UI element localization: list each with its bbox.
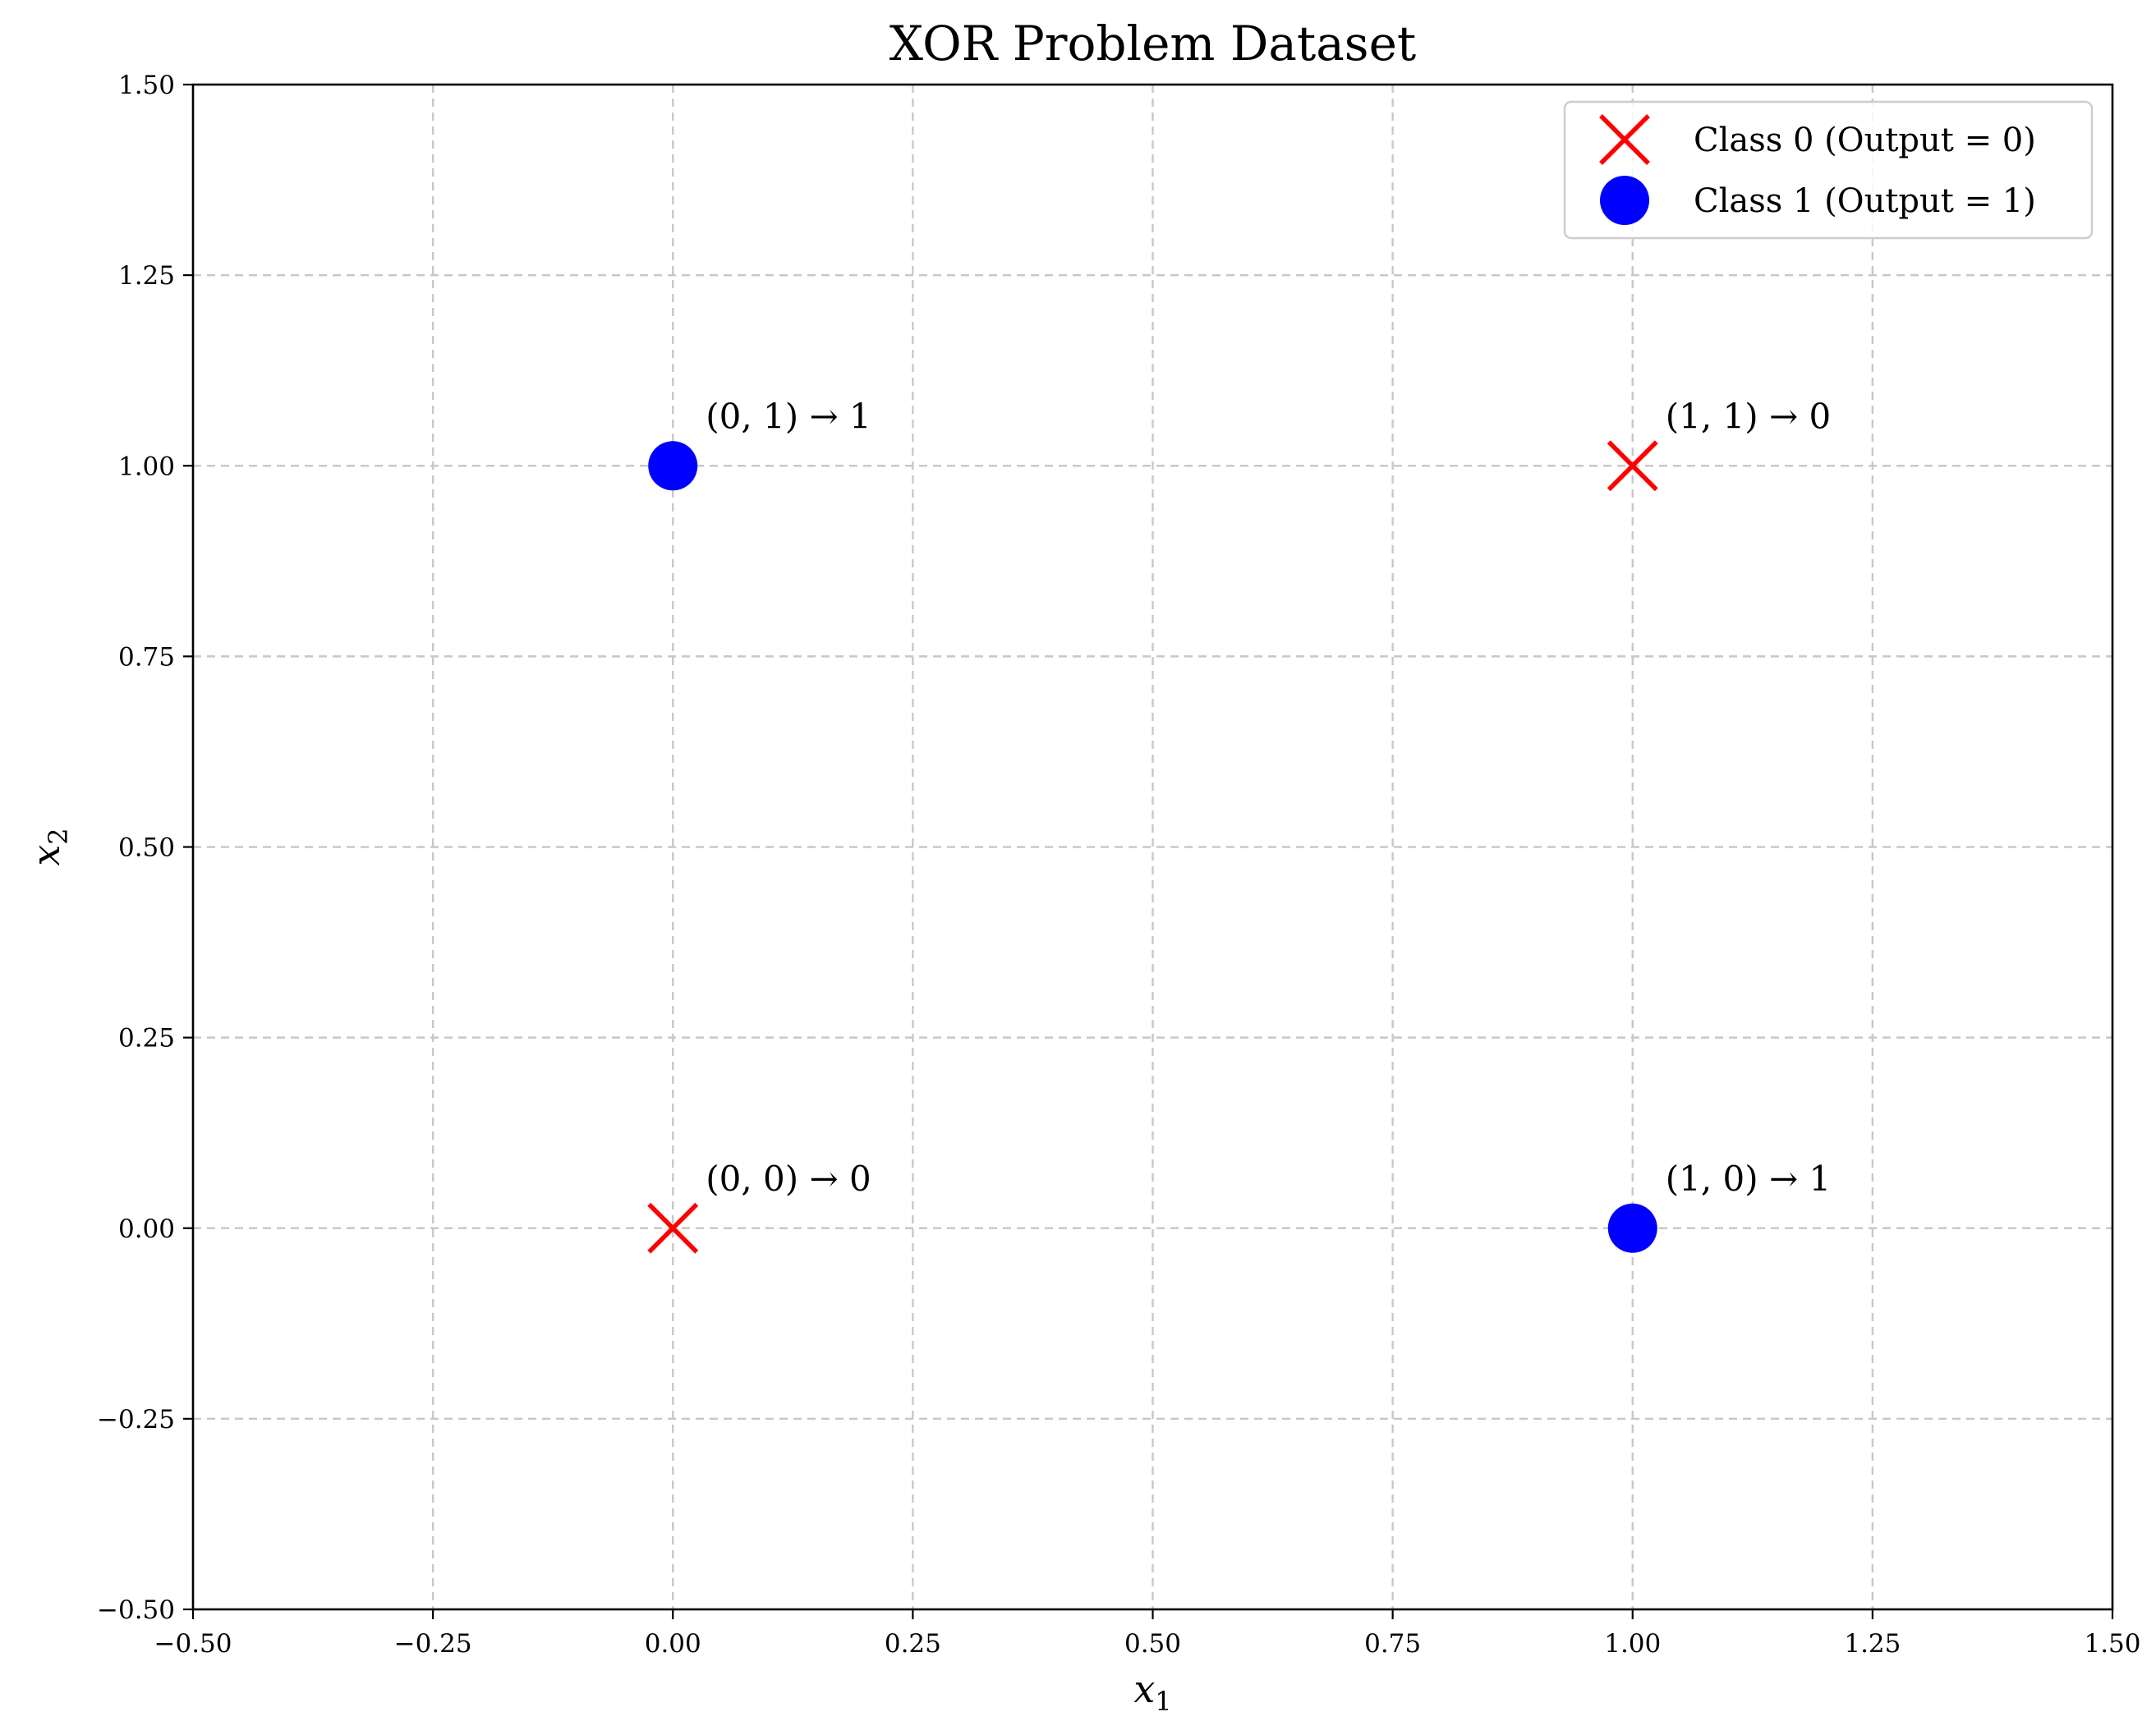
chart-title: XOR Problem Dataset — [890, 16, 1416, 71]
x-tick-label: 1.50 — [2084, 1629, 2140, 1659]
y-axis-label-sub: 2 — [43, 828, 74, 844]
y-tick-label: 0.50 — [118, 833, 175, 863]
y-tick-label: 0.75 — [118, 642, 175, 672]
x-axis-label: x1 — [1133, 1667, 1171, 1717]
x-tick-label: 1.25 — [1844, 1629, 1901, 1659]
point-annotations: (0, 0) → 0 (0, 1) → 1 (1, 0) → 1 (1, 1) → 0 — [706, 396, 1831, 1199]
x-axis-ticks: −0.50 −0.25 0.00 0.25 0.50 0.75 1.00 1.25 1.50 — [154, 1609, 2141, 1659]
x-axis-label-sub: 1 — [1155, 1686, 1171, 1717]
x-tick-label: 0.00 — [645, 1629, 701, 1659]
class-1-point — [648, 441, 698, 491]
class-1-point — [1607, 1203, 1657, 1253]
y-tick-label: 0.25 — [118, 1024, 175, 1053]
legend-entry-label: Class 0 (Output = 0) — [1694, 122, 2036, 159]
class-0-point — [1607, 440, 1658, 492]
y-tick-label: 1.25 — [118, 261, 175, 291]
x-tick-label: 0.50 — [1124, 1629, 1181, 1659]
legend-entry-label: Class 1 (Output = 1) — [1694, 182, 2036, 220]
y-tick-label: 1.00 — [118, 452, 175, 481]
x-tick-label: 0.75 — [1364, 1629, 1421, 1659]
y-tick-label: 0.00 — [118, 1214, 175, 1244]
legend-box — [1563, 100, 2094, 240]
point-annotation: (1, 1) → 0 — [1666, 396, 1832, 436]
x-tick-label: −0.50 — [154, 1629, 232, 1659]
legend-class-0-icon — [1599, 114, 1650, 165]
legend-class-1-icon — [1600, 176, 1649, 225]
y-tick-label: 1.50 — [118, 71, 175, 100]
x-axis-label-base: x — [1133, 1667, 1155, 1711]
x-tick-label: 0.25 — [885, 1629, 941, 1659]
point-annotation: (0, 1) → 1 — [706, 396, 871, 436]
y-axis-ticks: −0.50 −0.25 0.00 0.25 0.50 0.75 1.00 1.25 1.50 — [97, 71, 193, 1625]
y-axis-label-base: x — [24, 845, 68, 866]
y-axis-label: x2 — [24, 828, 74, 865]
point-annotation: (1, 0) → 1 — [1666, 1159, 1832, 1199]
x-tick-label: −0.25 — [394, 1629, 472, 1659]
grid-lines — [193, 85, 2112, 1609]
x-tick-label: 1.00 — [1604, 1629, 1661, 1659]
y-tick-label: −0.25 — [97, 1405, 175, 1434]
point-annotation: (0, 0) → 0 — [706, 1159, 871, 1199]
y-tick-label: −0.50 — [97, 1595, 175, 1625]
legend: Class 0 (Output = 0) Class 1 (Output = 1) — [1563, 100, 2094, 240]
class-0-point — [647, 1202, 699, 1254]
data-markers — [647, 440, 1658, 1254]
